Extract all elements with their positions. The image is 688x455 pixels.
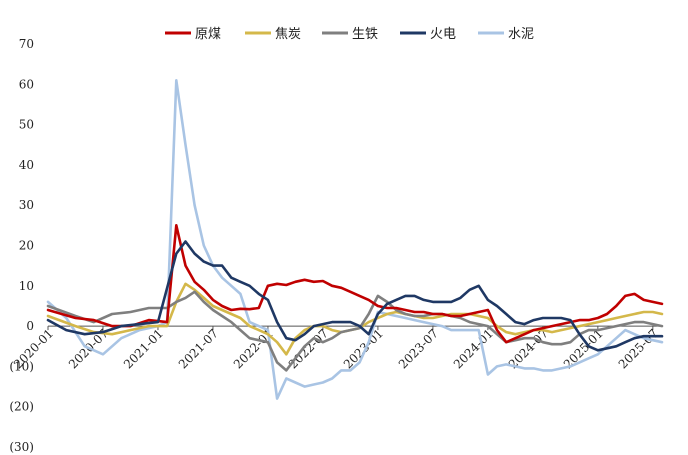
y-tick-label: 30: [19, 198, 34, 212]
legend: 原煤 焦炭 生铁 火电 水泥: [165, 27, 534, 42]
y-axis: 70 60 50 40 30 20 10 0 (10) (20) (30): [9, 37, 34, 454]
legend-label: 火电: [430, 27, 456, 42]
x-tick-label: 2023-01: [341, 326, 386, 371]
y-tick-label: 20: [19, 239, 34, 253]
series-line-2: [46, 282, 664, 356]
y-tick-label: 40: [19, 158, 34, 172]
x-tick-label: 2021-01: [121, 326, 166, 371]
y-tick-label: (10): [9, 359, 34, 373]
x-tick-label: 2023-07: [396, 326, 441, 371]
y-tick-label: 70: [19, 37, 34, 51]
series-line-4: [46, 240, 664, 352]
x-tick-label: 2021-07: [176, 326, 221, 371]
legend-label: 原煤: [195, 27, 221, 42]
y-tick-label: (20): [9, 400, 34, 414]
series-line-3: [46, 290, 664, 372]
y-tick-label: 60: [19, 77, 34, 91]
series-layer: [46, 79, 664, 400]
y-tick-label: 10: [19, 279, 34, 293]
legend-label: 生铁: [352, 27, 378, 42]
x-tick-label: 2024-01: [451, 326, 496, 371]
y-tick-label: (30): [9, 440, 34, 454]
legend-label: 焦炭: [275, 27, 301, 42]
y-tick-label: 50: [19, 118, 34, 132]
series-line-5: [46, 79, 664, 400]
x-tick-label: 2022-07: [286, 326, 331, 371]
y-tick-label: 0: [26, 319, 34, 333]
legend-label: 水泥: [508, 27, 534, 42]
